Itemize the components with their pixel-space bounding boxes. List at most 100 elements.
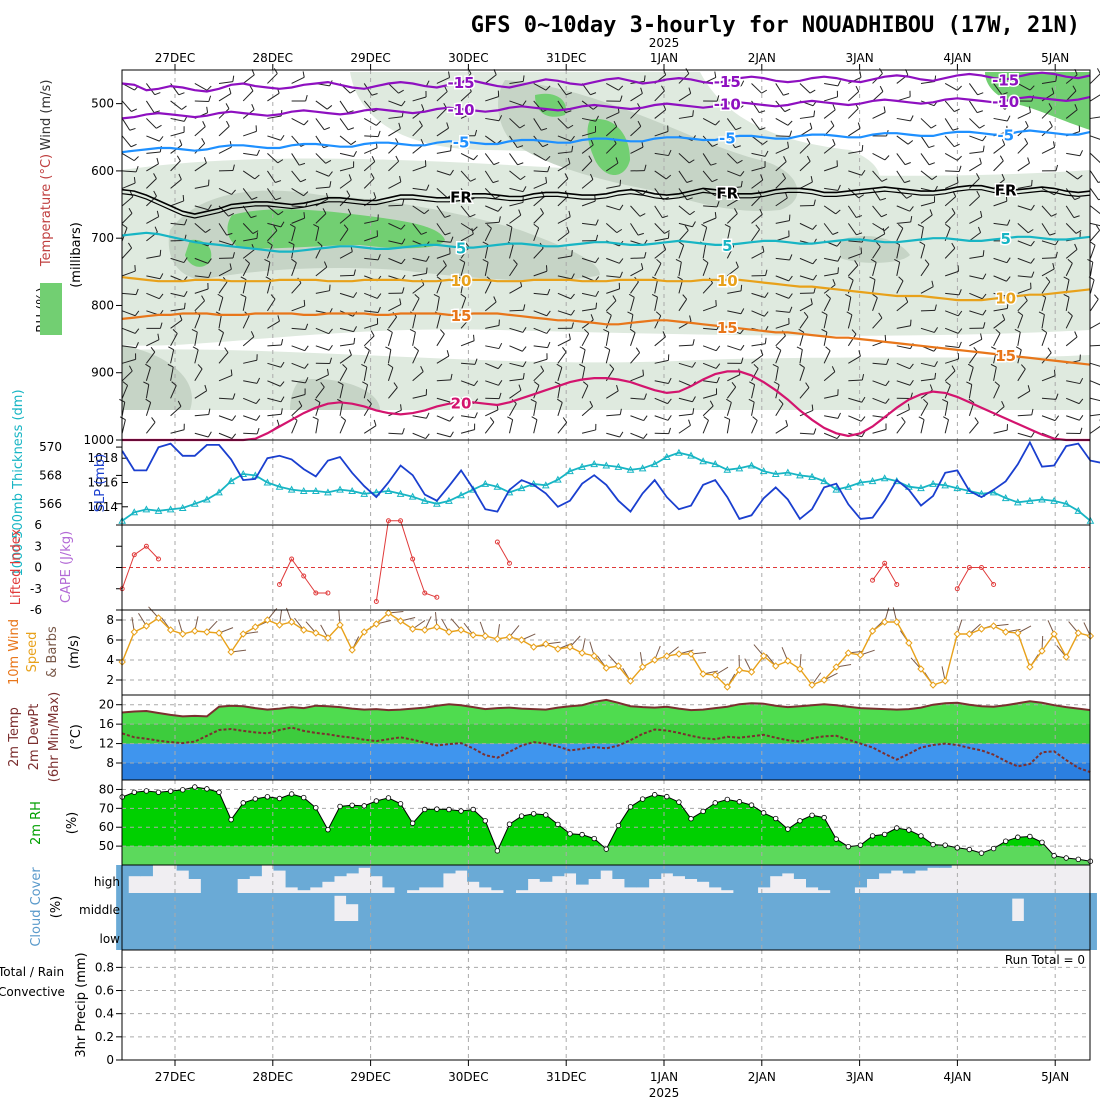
wind-barb	[630, 415, 648, 422]
wind-barb-flag	[244, 258, 250, 264]
wind-barb-flag	[179, 314, 183, 321]
wind-barb-flag	[724, 416, 730, 420]
wind-barb-flag	[759, 110, 766, 114]
rh-point	[664, 793, 670, 800]
wind-barb	[605, 311, 612, 329]
wind-barb-shaft	[509, 100, 523, 107]
wind-barb	[703, 201, 720, 208]
cloud-cell	[648, 893, 662, 921]
thickness-point	[868, 477, 877, 485]
wind-barb-flag	[167, 363, 174, 368]
wind-barb-flag	[644, 251, 647, 259]
wind-barb-flag	[954, 108, 960, 113]
wind-barb	[122, 265, 136, 277]
wind-barb-shaft	[242, 74, 255, 84]
wind-barb	[606, 385, 619, 399]
wind-barb-flag	[883, 106, 886, 113]
cloud-cell	[1011, 921, 1025, 950]
rh-shading	[985, 72, 1090, 130]
wind-speed-point	[542, 640, 550, 648]
wind-barb-flag	[567, 124, 574, 129]
wind-barb-flag	[595, 302, 598, 309]
cloud-cell	[660, 921, 674, 950]
wind-barb	[944, 365, 956, 382]
wind-barb	[1041, 141, 1056, 154]
top-date-label: 28DEC	[253, 51, 293, 65]
wind-barb-shaft	[146, 339, 160, 347]
wind-barb-shaft	[267, 320, 280, 329]
wind-barb-shaft	[1017, 223, 1029, 234]
wind-barb	[557, 249, 573, 259]
wind-barb-shaft	[388, 387, 398, 399]
wind-barb-shaft	[388, 257, 402, 265]
wind-barb	[823, 346, 831, 364]
wind-barb-shaft	[727, 310, 742, 315]
rh-point	[1015, 834, 1021, 840]
wind-barb-shaft	[557, 255, 572, 259]
wind-barb-shaft	[799, 432, 814, 435]
wind-barb-shaft	[194, 257, 209, 264]
wind-barb	[145, 363, 151, 381]
wind-barb	[751, 100, 766, 114]
wind-barb-shaft	[993, 319, 1006, 329]
cloud-cell	[152, 921, 166, 950]
cloud-cell	[733, 865, 746, 893]
wind-barb	[872, 85, 884, 102]
wind-barb-flag	[425, 267, 428, 274]
wind-barb	[943, 416, 949, 434]
cloud-cell	[769, 865, 783, 877]
wind-barb	[651, 293, 658, 311]
wind-barb-shaft	[121, 135, 132, 148]
wind-barb	[821, 328, 828, 346]
wind-barb	[412, 389, 428, 399]
wind-barb-flag	[832, 231, 839, 235]
rh-band-low	[122, 846, 1090, 865]
thickness-point	[554, 475, 562, 483]
wind-barb-shaft	[823, 331, 828, 346]
wind-barb-shaft	[339, 118, 349, 131]
wind-barb-shaft	[243, 152, 258, 156]
wind-barb-flag	[521, 346, 527, 352]
wind-barb-flag	[643, 433, 648, 439]
rh-tick-label: 50	[99, 839, 114, 853]
cloud-cell	[406, 893, 420, 921]
wind-barb	[121, 135, 137, 148]
wind-barb	[630, 164, 647, 172]
wind-barb	[339, 135, 357, 145]
wind-barb	[509, 209, 522, 224]
wind-barb-flag	[250, 215, 257, 219]
wind-barb-shaft	[218, 397, 234, 400]
wind-barb-shaft	[581, 257, 596, 264]
wind-barb-flag	[353, 269, 356, 276]
wind-barb-shaft	[243, 432, 258, 435]
wind-barb-flag	[951, 365, 956, 372]
wind-barb	[121, 365, 133, 382]
wind-barb-flag	[134, 310, 140, 317]
wind-barb-shaft	[944, 385, 951, 399]
wind-barb	[339, 416, 347, 434]
wind-barb-flag	[1074, 331, 1078, 338]
wind-barb-flag	[497, 206, 503, 212]
wind-barb-flag	[373, 419, 377, 426]
wind-barb	[654, 258, 662, 277]
wind-barb-flag	[616, 385, 619, 392]
cloud-cell	[576, 921, 589, 950]
wind-barb-shaft	[726, 386, 737, 399]
wind-barb-flag	[966, 381, 972, 385]
wind-barb-flag	[353, 337, 356, 344]
wind-barb	[920, 209, 933, 224]
thickness-point	[614, 462, 623, 470]
wind-barb-flag	[179, 139, 183, 146]
cloud-cell	[563, 893, 577, 921]
wind-barb-shaft	[630, 126, 642, 137]
wind-barb-shaft	[678, 115, 693, 119]
cloud-cell	[455, 921, 468, 950]
wind-barb	[969, 226, 982, 242]
wind-barb-shaft	[751, 195, 762, 207]
wind-barb-shaft	[339, 292, 354, 298]
wind-barb-shaft	[509, 170, 521, 181]
wind-barb	[482, 258, 489, 276]
wind-barb-flag	[329, 181, 332, 188]
wind-barb	[678, 110, 694, 119]
wind-barb	[896, 115, 914, 122]
